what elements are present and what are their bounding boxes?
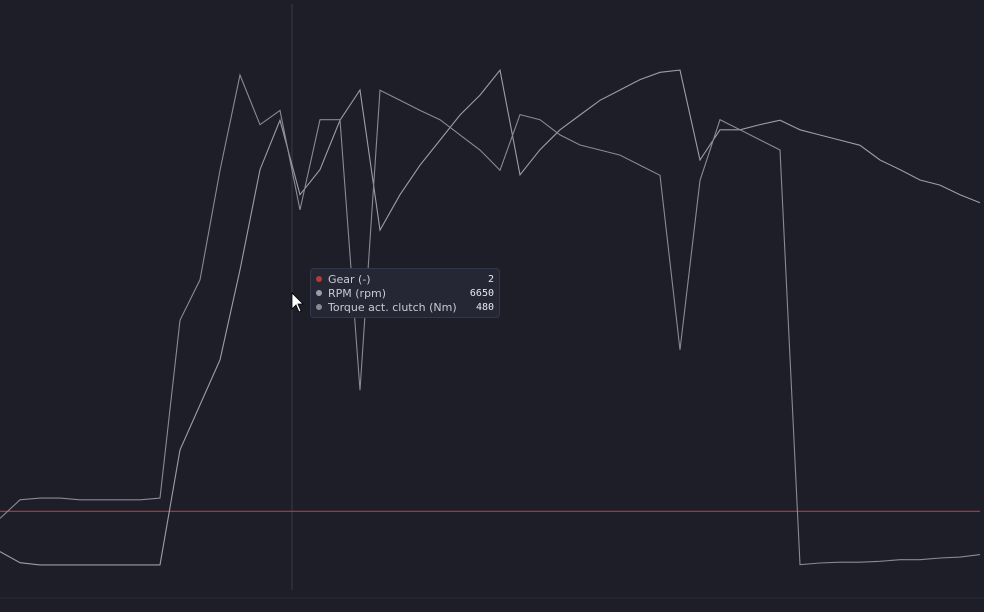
tooltip-row: RPM (rpm) 6650 [316,286,494,300]
series-line [0,68,981,566]
legend-dot [316,290,322,296]
tooltip-label: Torque act. clutch (Nm) [328,300,457,314]
tooltip-value: 6650 [469,287,494,299]
tooltip-row: Gear (-) 2 [316,272,494,286]
tooltip-value: 2 [487,273,494,285]
legend-dot [316,304,322,310]
series-line [0,73,981,566]
tooltip-label: Gear (-) [328,272,371,286]
tooltip-row: Torque act. clutch (Nm) 480 [316,300,494,314]
tooltip-value: 480 [475,301,494,313]
legend-dot [316,276,322,282]
tooltip: Gear (-) 2 RPM (rpm) 6650 Torque act. clutch… [310,268,500,318]
tooltip-label: RPM (rpm) [328,286,387,300]
